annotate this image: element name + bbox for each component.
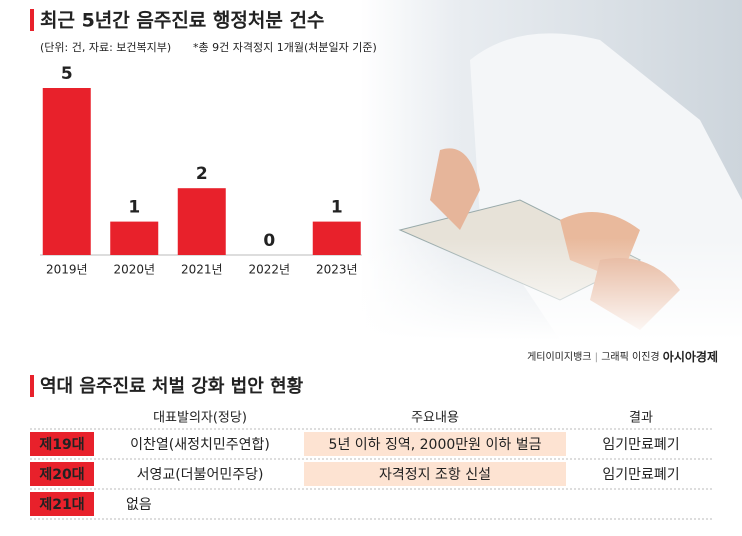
- x-tick-label: 2019년: [46, 263, 88, 277]
- credit: 게티이미지뱅크 | 그래픽 이진경 아시아경제: [527, 349, 718, 364]
- chart-title: 최근 5년간 음주진료 행정처분 건수: [40, 10, 324, 32]
- row-label-bg: [30, 432, 94, 456]
- x-tick-label: 2022년: [248, 263, 290, 277]
- bar: [312, 221, 361, 255]
- photo: [360, 0, 742, 340]
- bar: [110, 221, 159, 255]
- row-label-bg: [30, 492, 94, 516]
- row-label-bg: [30, 462, 94, 486]
- note: *총 9건 자격정지 1개월(처분일자 기준): [193, 40, 377, 54]
- content-bg: [304, 432, 566, 456]
- row-label: 제21대: [39, 497, 84, 513]
- table-header: 결과: [629, 411, 653, 426]
- title-accent: [30, 9, 34, 31]
- table-cell: 자격정지 조항 신설: [379, 467, 491, 483]
- table-accent: [30, 375, 34, 397]
- x-tick-label: 2020년: [113, 263, 155, 277]
- value-label: 1: [128, 198, 140, 218]
- table-cell: 임기만료폐기: [602, 437, 679, 453]
- table-cell: 서영교(더불어민주당): [137, 467, 264, 483]
- row-label: 제19대: [39, 437, 84, 453]
- value-label: 0: [263, 231, 275, 251]
- row-label: 제20대: [39, 467, 84, 483]
- bar: [42, 88, 91, 255]
- value-label: 5: [61, 64, 73, 84]
- value-label: 2: [196, 164, 208, 184]
- content-bg: [304, 462, 566, 486]
- value-label: 1: [331, 198, 343, 218]
- table-header: 대표발의자(정당): [153, 411, 247, 426]
- table-header: 주요내용: [411, 411, 459, 426]
- table-cell: 5년 이하 징역, 2000만원 이하 벌금: [329, 437, 542, 453]
- x-tick-label: 2021년: [181, 263, 223, 277]
- table-cell: 없음: [126, 497, 152, 513]
- table-cell: 임기만료폐기: [602, 467, 679, 483]
- bar: [177, 188, 226, 255]
- table-cell: 이찬열(새정치민주연합): [130, 437, 270, 453]
- table-title: 역대 음주진료 처벌 강화 법안 현황: [40, 376, 304, 397]
- x-tick-label: 2023년: [316, 263, 358, 277]
- subtitle: (단위: 건, 자료: 보건복지부): [40, 41, 171, 54]
